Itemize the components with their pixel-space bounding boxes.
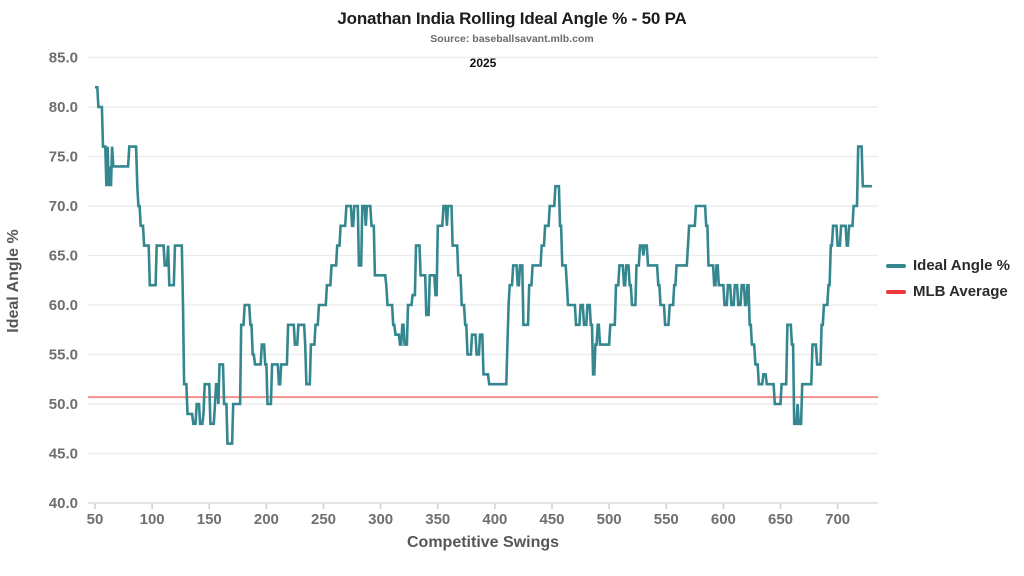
x-tick-label: 100 (140, 511, 165, 528)
legend-item-ideal-angle: Ideal Angle % (886, 257, 1010, 274)
x-tick-label: 250 (311, 511, 336, 528)
x-tick-label: 150 (197, 511, 222, 528)
y-tick-label: 50.0 (49, 396, 78, 413)
y-tick-label: 75.0 (49, 149, 78, 166)
x-tick-label: 550 (654, 511, 679, 528)
chart-source: Source: baseballsavant.mlb.com (430, 33, 594, 45)
red-line-swatch-icon (886, 289, 906, 294)
x-tick-label: 600 (711, 511, 736, 528)
x-tick-label: 450 (539, 511, 564, 528)
x-axis-title: Competitive Swings (406, 534, 560, 551)
y-tick-label: 80.0 (49, 99, 78, 116)
legend-label: MLB Average (913, 283, 1008, 300)
legend: Ideal Angle % MLB Average (886, 257, 1010, 309)
y-tick-label: 55.0 (49, 347, 78, 364)
x-tick-label: 650 (768, 511, 793, 528)
x-tick-label: 50 (87, 511, 104, 528)
teal-line-swatch-icon (886, 263, 906, 268)
x-tick-label: 400 (482, 511, 507, 528)
x-tick-label: 200 (254, 511, 279, 528)
x-tick-label: 700 (825, 511, 850, 528)
x-tick-label: 300 (368, 511, 393, 528)
y-tick-label: 70.0 (49, 198, 78, 215)
x-tick-label: 500 (597, 511, 622, 528)
x-tick-label: 350 (425, 511, 450, 528)
y-tick-label: 45.0 (49, 446, 78, 463)
y-tick-label: 85.0 (49, 50, 78, 67)
ideal-angle-series-line (95, 85, 872, 445)
y-tick-label: 40.0 (49, 495, 78, 512)
legend-label: Ideal Angle % (913, 257, 1010, 274)
y-tick-label: 65.0 (49, 248, 78, 265)
y-tick-label: 60.0 (49, 297, 78, 314)
season-label: 2025 (469, 56, 497, 70)
chart-title: Jonathan India Rolling Ideal Angle % - 5… (337, 9, 687, 28)
legend-item-mlb-average: MLB Average (886, 283, 1010, 300)
